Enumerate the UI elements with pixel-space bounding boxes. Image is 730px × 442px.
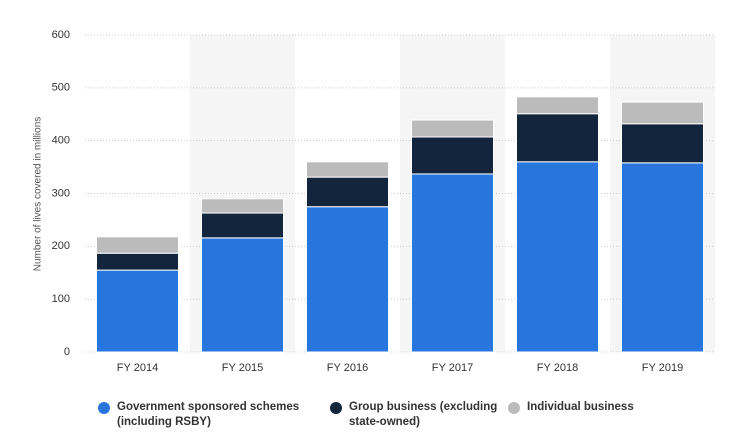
bar-segment [621, 101, 704, 125]
bar-segment [96, 236, 179, 254]
y-tick-label: 0 [64, 346, 70, 358]
x-tick-label: FY 2014 [117, 362, 158, 374]
y-tick-label: 400 [52, 135, 70, 147]
x-tick-label: FY 2018 [537, 362, 578, 374]
x-tick-label: FY 2017 [432, 362, 473, 374]
y-tick-label: 600 [52, 29, 70, 41]
y-axis-label: Number of lives covered in millions [33, 117, 44, 272]
x-tick-label: FY 2019 [642, 362, 683, 374]
bar-segment [411, 119, 494, 138]
bar-segment [96, 269, 179, 353]
bar-segment [621, 123, 704, 164]
legend-item[interactable]: Group business (excluding state-owned) [330, 400, 500, 430]
bar-segment [306, 176, 389, 208]
legend-marker [508, 402, 520, 414]
legend-label: Government sponsored schemes (including … [117, 401, 300, 428]
legend: Government sponsored schemes (including … [0, 400, 730, 440]
y-tick-label: 100 [52, 293, 70, 305]
y-tick-label: 300 [52, 187, 70, 199]
legend-marker [330, 402, 342, 414]
y-tick-label: 200 [52, 240, 70, 252]
legend-label: Individual business [527, 401, 634, 413]
bar-segment [201, 198, 284, 214]
bar-segment [201, 237, 284, 353]
bar-segment [516, 161, 599, 353]
bar-segment [306, 161, 389, 178]
bar-segment [411, 173, 494, 353]
bar-segment [516, 113, 599, 163]
legend-label: Group business (excluding state-owned) [349, 401, 498, 428]
bar-segment [201, 212, 284, 239]
legend-item[interactable]: Individual business [508, 400, 668, 415]
bar-segment [516, 96, 599, 115]
bar-segment [306, 206, 389, 353]
y-tick-label: 500 [52, 82, 70, 94]
bar-segment [96, 252, 179, 271]
x-tick-label: FY 2016 [327, 362, 368, 374]
chart: Number of lives covered in millions 0 100… [33, 29, 715, 374]
x-tick-label: FY 2015 [222, 362, 263, 374]
bar-segment [411, 136, 494, 175]
bar-segment [621, 162, 704, 353]
legend-item[interactable]: Government sponsored schemes (including … [98, 400, 313, 430]
legend-marker [98, 402, 110, 414]
